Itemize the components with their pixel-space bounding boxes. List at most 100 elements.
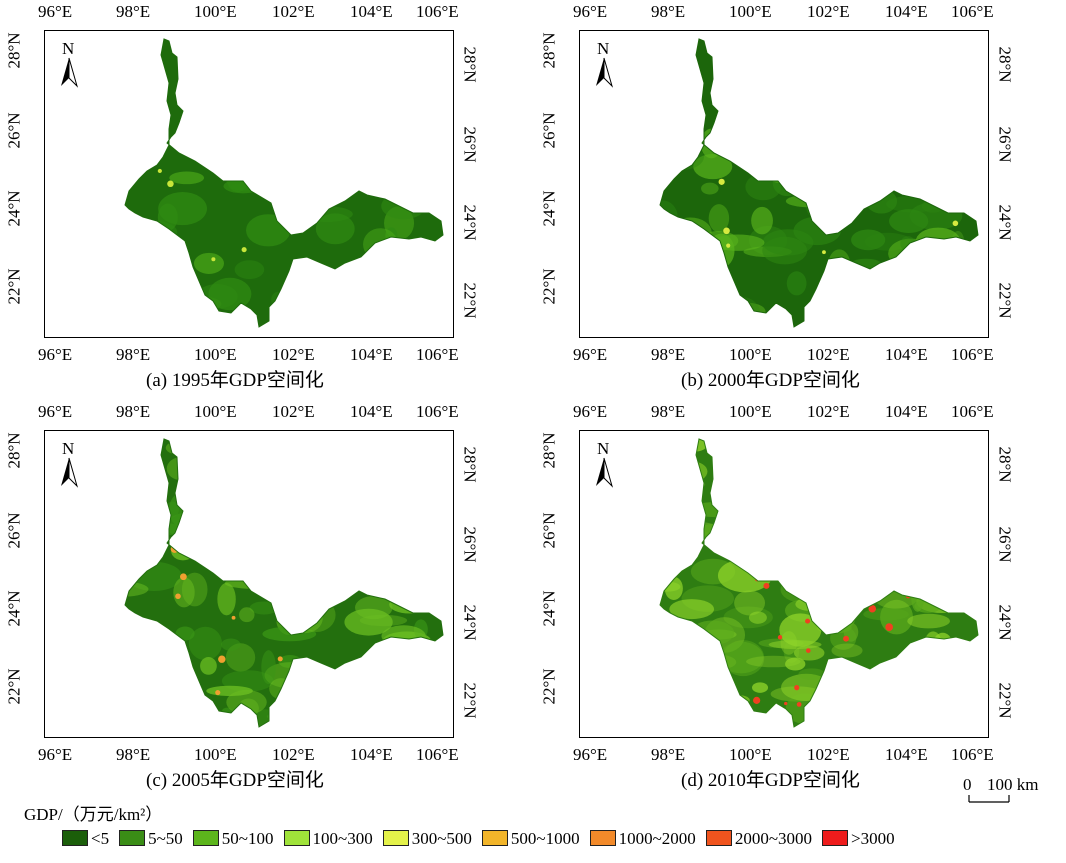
legend-item: 5~50 (119, 830, 183, 847)
top-tick-label: 96°E (573, 2, 608, 21)
map-frame (579, 430, 989, 738)
region-fill (660, 39, 978, 327)
top-tick-label: 104°E (885, 402, 928, 421)
bottom-tick-label: 106°E (951, 745, 994, 764)
bottom-tick-label: 100°E (194, 345, 237, 364)
left-tick-label: 28°N (4, 32, 24, 69)
left-tick-label: 24°N (539, 190, 559, 227)
legend-swatch (589, 830, 616, 846)
bottom-tick-label: 102°E (807, 745, 850, 764)
legend: <5 5~50 50~100 100~300 300~500 500~1000 1000~2… (62, 826, 905, 850)
north-label: N (597, 39, 610, 58)
legend-item: 300~500 (382, 830, 472, 847)
map-panel-2010: N 96°E 98°E 100°E 102°E 104°E 106°E 96°E 98°E 100… (535, 400, 1065, 798)
top-tick-label: 100°E (729, 2, 772, 21)
left-tick-label: 28°N (539, 32, 559, 69)
scale-bar: 0 100 km (963, 775, 1053, 805)
bottom-tick-label: 104°E (885, 345, 928, 364)
north-arrow-icon: N (593, 40, 619, 88)
right-tick-label: 22°N (995, 282, 1015, 319)
legend-item: 50~100 (192, 830, 274, 847)
bottom-tick-label: 98°E (116, 345, 151, 364)
legend-item: 500~1000 (481, 830, 580, 847)
legend-swatch (119, 830, 146, 846)
top-tick-label: 102°E (272, 402, 315, 421)
left-tick-label: 22°N (539, 268, 559, 305)
legend-label: >3000 (851, 828, 895, 848)
legend-title: GDP/（万元/km²） (24, 805, 163, 824)
panel-caption: (d) 2010年GDP空间化 (681, 770, 860, 791)
right-tick-label: 26°N (460, 526, 480, 563)
north-label: N (62, 39, 75, 58)
left-tick-label: 28°N (539, 432, 559, 469)
top-tick-label: 100°E (729, 402, 772, 421)
panel-caption: (b) 2000年GDP空间化 (681, 370, 860, 391)
top-tick-label: 96°E (38, 402, 73, 421)
north-label: N (597, 439, 610, 458)
right-tick-label: 28°N (995, 46, 1015, 83)
panel-caption: (a) 1995年GDP空间化 (146, 370, 324, 391)
bottom-tick-label: 102°E (272, 345, 315, 364)
north-arrow-icon: N (58, 40, 84, 88)
legend-item: <5 (62, 830, 109, 847)
top-tick-label: 104°E (350, 402, 393, 421)
legend-label: <5 (91, 828, 110, 848)
panel-caption: (c) 2005年GDP空间化 (146, 770, 324, 791)
north-arrow-icon: N (593, 440, 619, 488)
bottom-tick-label: 96°E (38, 745, 73, 764)
top-tick-label: 104°E (350, 2, 393, 21)
left-tick-label: 26°N (4, 512, 24, 549)
bottom-tick-label: 104°E (350, 345, 393, 364)
bottom-tick-label: 102°E (807, 345, 850, 364)
left-tick-label: 26°N (539, 512, 559, 549)
left-tick-label: 28°N (4, 432, 24, 469)
map-frame (44, 430, 454, 738)
bottom-tick-label: 96°E (573, 745, 608, 764)
right-tick-label: 24°N (995, 204, 1015, 241)
top-tick-label: 106°E (951, 2, 994, 21)
map-panel-1995: N 96°E 98°E 100°E 102°E 104°E 106°E 96°E 98°E 100… (0, 0, 530, 398)
legend-swatch (382, 830, 409, 846)
legend-swatch (192, 830, 219, 846)
legend-item: 1000~2000 (589, 828, 696, 848)
right-tick-label: 26°N (995, 126, 1015, 163)
right-tick-label: 22°N (995, 682, 1015, 719)
scale-bar-graphic (968, 795, 1010, 803)
right-tick-label: 28°N (460, 46, 480, 83)
legend-swatch (62, 830, 88, 846)
right-tick-label: 26°N (995, 526, 1015, 563)
legend-label: 2000~3000 (734, 828, 813, 848)
north-arrow-icon: N (58, 440, 84, 488)
bottom-tick-label: 100°E (194, 745, 237, 764)
top-tick-label: 104°E (885, 2, 928, 21)
top-tick-label: 100°E (194, 402, 237, 421)
top-tick-label: 102°E (807, 2, 850, 21)
left-tick-label: 26°N (539, 112, 559, 149)
legend-label: 5~50 (148, 828, 183, 848)
top-tick-label: 96°E (573, 402, 608, 421)
legend-swatch (481, 830, 508, 846)
region-map (124, 38, 444, 328)
legend-label: 100~300 (312, 828, 373, 848)
map-frame (579, 30, 989, 338)
bottom-tick-label: 106°E (416, 745, 459, 764)
top-tick-label: 98°E (116, 2, 151, 21)
region-map (659, 38, 979, 328)
legend-label: 1000~2000 (618, 828, 696, 848)
top-tick-label: 106°E (951, 402, 994, 421)
right-tick-label: 22°N (460, 282, 480, 319)
top-tick-label: 100°E (194, 2, 237, 21)
right-tick-label: 24°N (460, 204, 480, 241)
left-tick-label: 24°N (4, 590, 24, 627)
left-tick-label: 26°N (4, 112, 24, 149)
top-tick-label: 106°E (416, 2, 459, 21)
bottom-tick-label: 106°E (951, 345, 994, 364)
right-tick-label: 26°N (460, 126, 480, 163)
left-tick-label: 24°N (4, 190, 24, 227)
map-panel-2000: N 96°E 98°E 100°E 102°E 104°E 106°E 96°E 98°E 100… (535, 0, 1065, 398)
bottom-tick-label: 96°E (573, 345, 608, 364)
map-frame (44, 30, 454, 338)
left-tick-label: 24°N (539, 590, 559, 627)
top-tick-label: 98°E (651, 402, 686, 421)
top-tick-label: 102°E (807, 402, 850, 421)
